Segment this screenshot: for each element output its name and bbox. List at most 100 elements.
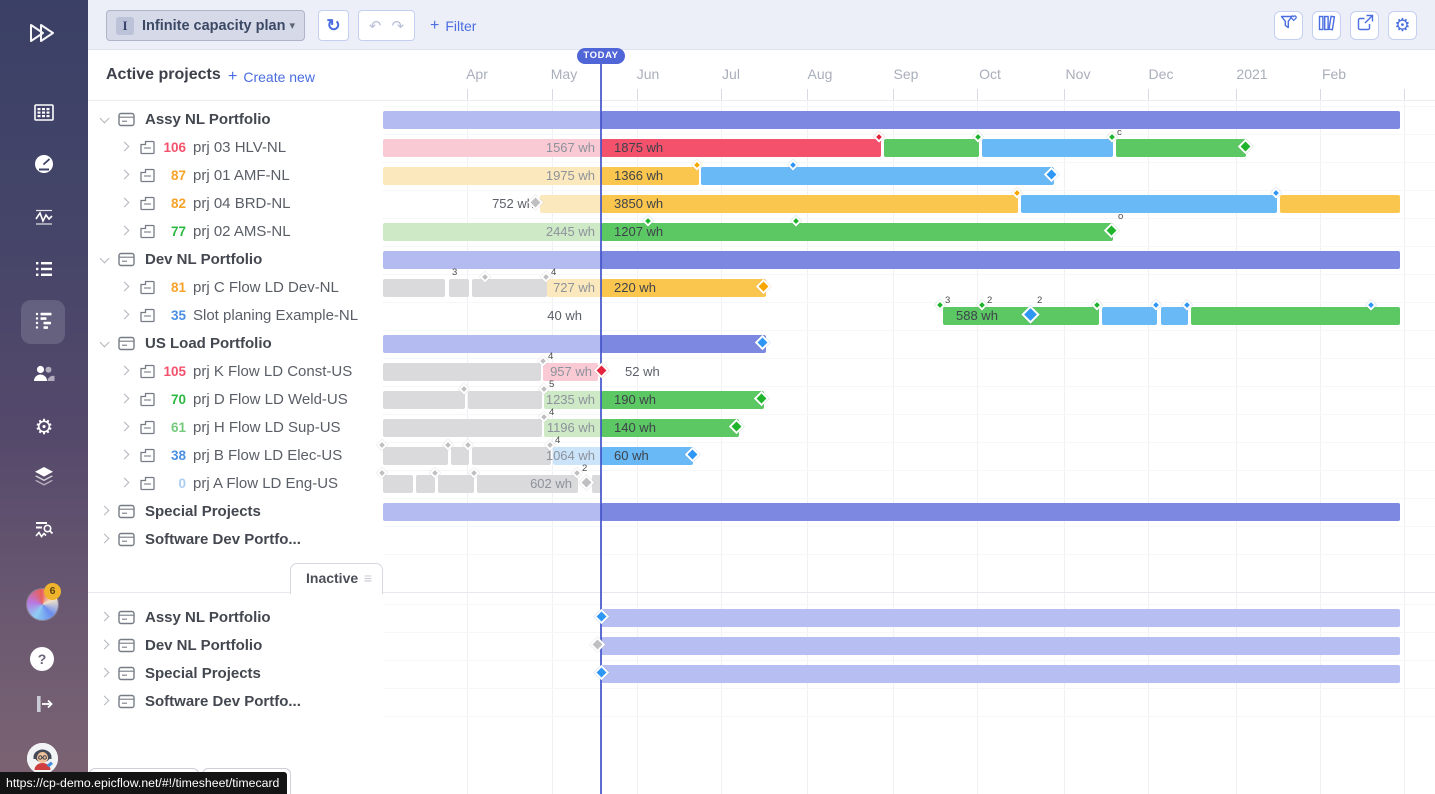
sidebar-item-resources[interactable] (32, 363, 56, 387)
gantt-bar-segment[interactable] (601, 447, 693, 465)
gantt-bar-segment[interactable] (383, 503, 601, 521)
sidebar-item-reports[interactable] (32, 519, 56, 543)
gantt-bar-segment[interactable] (383, 111, 601, 129)
tree-row[interactable]: 35 Slot planing Example-NL (88, 302, 382, 330)
plan-selector-dropdown[interactable]: I Infinite capacity plan ▾ (106, 10, 305, 41)
tree-row[interactable]: 106 prj 03 HLV-NL (88, 134, 382, 162)
gantt-bar-segment[interactable] (449, 279, 469, 297)
settings-button[interactable]: ⚙ (1388, 11, 1417, 40)
gantt-bar-segment[interactable] (472, 447, 551, 465)
gantt-bar-segment[interactable] (468, 391, 542, 409)
epicflow-logo[interactable] (24, 18, 64, 53)
sidebar-item-layers[interactable] (32, 466, 56, 490)
tree-row[interactable]: Dev NL Portfolio (88, 632, 382, 660)
gantt-bar-segment[interactable] (601, 665, 1400, 683)
gantt-bar-segment[interactable] (601, 419, 739, 437)
tree-chevron-icon[interactable] (99, 695, 110, 706)
logout-button[interactable] (32, 694, 56, 718)
tree-row[interactable]: Dev NL Portfolio (88, 246, 382, 274)
tree-chevron-icon[interactable] (99, 505, 110, 516)
gantt-bar-segment[interactable] (544, 391, 601, 409)
gantt-bar-segment[interactable] (383, 167, 601, 185)
gantt-bar-segment[interactable] (416, 475, 435, 493)
gantt-bar-segment[interactable] (383, 391, 465, 409)
tree-chevron-icon[interactable] (119, 421, 130, 432)
undo-redo-group[interactable]: ↶ ↷ (358, 10, 415, 41)
gantt-bar-segment[interactable] (601, 111, 1400, 129)
tree-chevron-icon[interactable] (99, 337, 110, 348)
gantt-bar-segment[interactable] (553, 447, 601, 465)
gantt-bar-segment[interactable] (601, 609, 1400, 627)
gantt-bar-segment[interactable] (701, 167, 1054, 185)
gantt-bar-segment[interactable] (383, 139, 601, 157)
menu-icon[interactable]: ≡ (363, 570, 372, 586)
refresh-button[interactable]: ↻ (318, 10, 349, 41)
gantt-bar-segment[interactable] (592, 475, 601, 493)
gantt-bar-segment[interactable] (543, 363, 598, 381)
tree-row[interactable]: 77 prj 02 AMS-NL (88, 218, 382, 246)
tree-chevron-icon[interactable] (99, 611, 110, 622)
tree-row[interactable]: 0 prj A Flow LD Eng-US (88, 470, 382, 498)
tree-chevron-icon[interactable] (119, 393, 130, 404)
tree-row[interactable]: US Load Portfolio (88, 330, 382, 358)
undo-icon[interactable]: ↶ (368, 17, 382, 35)
gantt-bar-segment[interactable] (982, 139, 1113, 157)
sidebar-item-timesheet[interactable] (32, 102, 56, 126)
gantt-bar-segment[interactable] (540, 195, 601, 213)
gantt-bar-segment[interactable] (1161, 307, 1188, 325)
gantt-bar-segment[interactable] (451, 447, 469, 465)
gantt-bar-segment[interactable] (383, 335, 601, 353)
tree-row[interactable]: 61 prj H Flow LD Sup-US (88, 414, 382, 442)
gantt-bar-segment[interactable] (1102, 307, 1157, 325)
gantt-bar-segment[interactable] (383, 475, 413, 493)
tree-chevron-icon[interactable] (119, 477, 130, 488)
gantt-bar-segment[interactable] (601, 335, 766, 353)
tree-chevron-icon[interactable] (119, 225, 130, 236)
tree-chevron-icon[interactable] (119, 365, 130, 376)
tree-row[interactable]: Software Dev Portfo... (88, 688, 382, 716)
tree-row[interactable]: 87 prj 01 AMF-NL (88, 162, 382, 190)
tree-chevron-icon[interactable] (119, 281, 130, 292)
tree-row[interactable]: 82 prj 04 BRD-NL (88, 190, 382, 218)
tree-chevron-icon[interactable] (119, 141, 130, 152)
tree-row[interactable]: Special Projects (88, 660, 382, 688)
sidebar-item-task-list[interactable] (32, 259, 56, 283)
tree-row[interactable]: 70 prj D Flow LD Weld-US (88, 386, 382, 414)
gantt-bar-segment[interactable] (547, 279, 601, 297)
tree-chevron-icon[interactable] (119, 169, 130, 180)
tree-row[interactable]: 38 prj B Flow LD Elec-US (88, 442, 382, 470)
sidebar-item-gantt-active[interactable] (32, 310, 56, 334)
tree-chevron-icon[interactable] (119, 449, 130, 460)
sidebar-item-dashboard[interactable] (32, 154, 56, 178)
add-filter-button[interactable]: + Filter (430, 10, 476, 41)
gantt-bar-segment[interactable] (383, 223, 601, 241)
library-columns-button[interactable] (1312, 11, 1341, 40)
tree-row[interactable]: Software Dev Portfo... (88, 526, 382, 554)
gantt-bar-segment[interactable] (383, 279, 445, 297)
gantt-bar-segment[interactable] (943, 307, 1099, 325)
tree-row[interactable]: 81 prj C Flow LD Dev-NL (88, 274, 382, 302)
gantt-bar-segment[interactable] (438, 475, 474, 493)
tree-row[interactable]: Special Projects (88, 498, 382, 526)
favorites-filter-button[interactable] (1274, 11, 1303, 40)
gantt-bar-segment[interactable] (383, 447, 448, 465)
tree-chevron-icon[interactable] (119, 197, 130, 208)
tree-row[interactable]: Assy NL Portfolio (88, 106, 382, 134)
create-new-button[interactable]: + Create new (228, 68, 315, 86)
export-button[interactable] (1350, 11, 1379, 40)
gantt-bar-segment[interactable] (884, 139, 979, 157)
gantt-bar-segment[interactable] (601, 167, 699, 185)
gantt-bar-segment[interactable] (1021, 195, 1277, 213)
sidebar-item-activity[interactable] (32, 207, 56, 231)
gantt-bar-segment[interactable] (1116, 139, 1246, 157)
gantt-bar-segment[interactable] (601, 503, 1400, 521)
gantt-bar-segment[interactable] (477, 475, 578, 493)
tree-chevron-icon[interactable] (99, 667, 110, 678)
gantt-bar-segment[interactable] (383, 363, 541, 381)
gantt-bar-segment[interactable] (383, 251, 601, 269)
help-button[interactable]: ? (30, 647, 54, 671)
gantt-bar-segment[interactable] (472, 279, 547, 297)
gantt-bar-segment[interactable] (601, 139, 881, 157)
gantt-bar-segment[interactable] (544, 419, 601, 437)
tree-chevron-icon[interactable] (119, 309, 130, 320)
